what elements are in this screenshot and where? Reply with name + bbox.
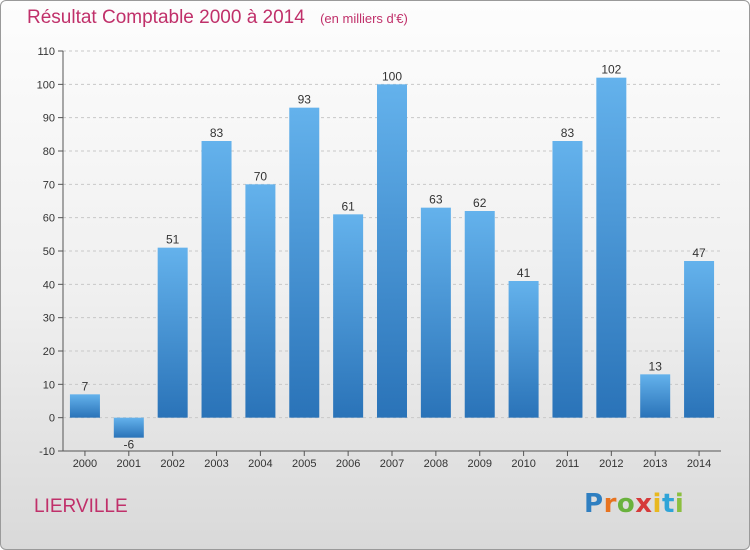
bar: [157, 247, 188, 418]
bar: [69, 394, 100, 418]
x-tick-label: 2012: [599, 458, 623, 470]
y-tick-label: -10: [39, 446, 55, 458]
x-tick-label: 2008: [424, 458, 448, 470]
data-label: 7: [82, 379, 89, 393]
bar: [201, 141, 232, 418]
data-label: 93: [298, 93, 312, 107]
data-label: 83: [561, 126, 575, 140]
data-label: 83: [210, 126, 224, 140]
x-tick-label: 2013: [643, 458, 667, 470]
bar: [596, 77, 627, 418]
bar: [508, 281, 539, 418]
x-tick-label: 2009: [467, 458, 491, 470]
y-tick-label: 70: [43, 179, 55, 191]
data-label: -6: [123, 438, 134, 452]
chart-title: Résultat Comptable 2000 à 2014 (en milli…: [27, 7, 408, 29]
data-label: 70: [254, 169, 268, 183]
y-tick-label: 0: [49, 413, 55, 425]
data-label: 41: [517, 266, 531, 280]
y-tick-label: 110: [37, 46, 55, 58]
x-tick-label: 2005: [292, 458, 316, 470]
bar: [684, 261, 715, 418]
x-tick-label: 2011: [556, 458, 580, 470]
data-label: 100: [382, 69, 402, 83]
bar: [640, 374, 671, 418]
y-tick-label: 60: [43, 213, 55, 225]
x-tick-label: 2006: [336, 458, 360, 470]
x-tick-label: 2002: [160, 458, 184, 470]
logo-letter: o: [616, 489, 636, 519]
logo-letter: x: [635, 489, 653, 519]
data-label: 63: [429, 193, 443, 207]
x-tick-label: 2014: [687, 458, 711, 470]
logo-letter: i: [674, 489, 685, 519]
logo-letter: t: [661, 489, 675, 519]
bar: [552, 141, 583, 418]
data-label: 51: [166, 233, 180, 247]
bar: [289, 107, 320, 418]
x-tick-label: 2001: [117, 458, 141, 470]
y-tick-label: 20: [43, 346, 55, 358]
logo-letter: P: [584, 489, 604, 519]
chart-title-text: Résultat Comptable 2000 à 2014: [27, 7, 305, 28]
bar: [333, 214, 364, 418]
data-label: 13: [649, 359, 663, 373]
data-label: 61: [341, 199, 355, 213]
commune-name: LIERVILLE: [34, 496, 128, 517]
y-tick-label: 90: [43, 113, 55, 125]
x-tick-label: 2004: [248, 458, 272, 470]
logo-letter: i: [652, 489, 662, 519]
logo-letter: r: [603, 489, 617, 519]
y-tick-label: 10: [43, 379, 55, 391]
data-label: 47: [692, 246, 706, 260]
data-label: 102: [601, 63, 621, 77]
data-label: 62: [473, 196, 487, 210]
proxiti-logo: Proxiti: [584, 489, 684, 519]
x-tick-label: 2010: [511, 458, 535, 470]
y-tick-label: 30: [43, 313, 55, 325]
bar: [377, 84, 407, 418]
chart-title-unit: (en milliers d'€): [320, 11, 408, 26]
x-tick-label: 2007: [380, 458, 404, 470]
x-tick-label: 2000: [73, 458, 97, 470]
bar: [245, 184, 276, 418]
x-tick-label: 2003: [204, 458, 228, 470]
y-tick-label: 50: [43, 246, 55, 258]
y-tick-label: 40: [43, 279, 55, 291]
bar: [420, 207, 451, 418]
y-tick-label: 80: [43, 146, 55, 158]
bar: [464, 211, 495, 418]
bar: [113, 417, 144, 438]
y-tick-label: 100: [37, 79, 55, 91]
